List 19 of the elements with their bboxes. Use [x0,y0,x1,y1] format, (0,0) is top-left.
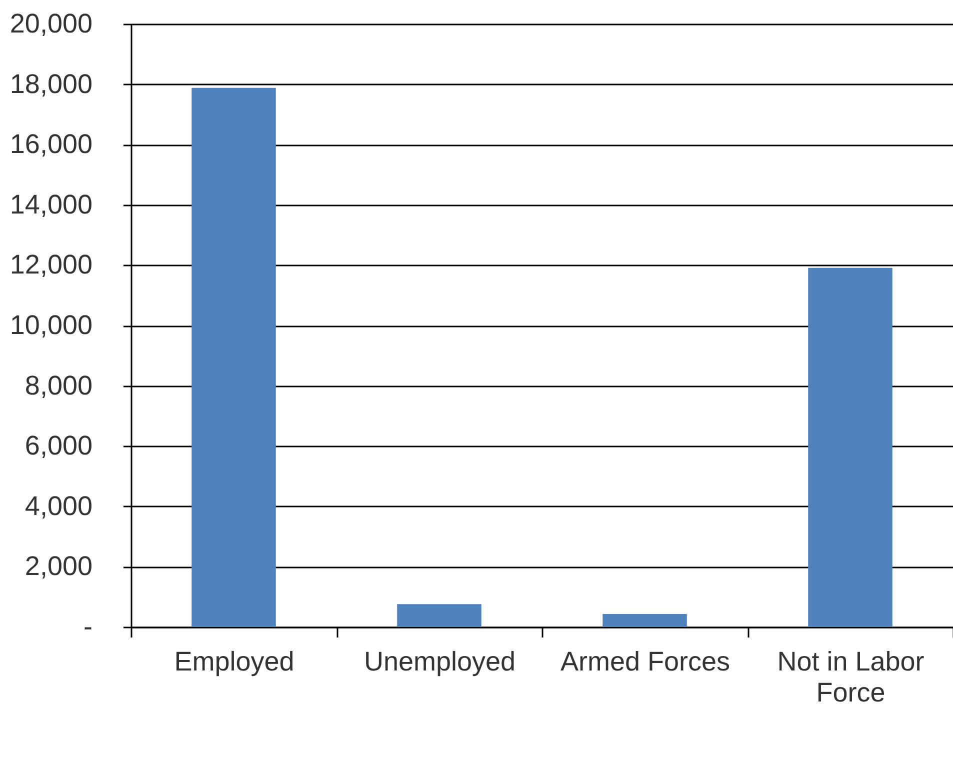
y-tick-label: 12,000 [10,250,92,280]
bar [602,614,687,627]
y-tick-label: 14,000 [10,189,92,220]
y-tick-label: 18,000 [10,68,92,99]
y-tick-label: 2,000 [24,551,92,582]
y-tick-label: 20,000 [10,8,92,38]
x-tick-label: Unemployed [364,646,516,676]
y-tick-label: 6,000 [24,430,92,461]
x-tick-label: Not in Labor Force [777,646,924,708]
bar [808,268,892,627]
y-tick-label: 10,000 [10,310,92,340]
y-tick-label: 4,000 [24,490,92,521]
x-tick-label: Employed [174,646,294,676]
bar [192,88,276,627]
x-tick-label: Armed Forces [560,646,730,676]
bar [397,604,482,627]
y-tick-label: - [84,612,92,642]
y-tick-label: 16,000 [10,129,92,160]
y-tick-label: 8,000 [24,370,92,400]
